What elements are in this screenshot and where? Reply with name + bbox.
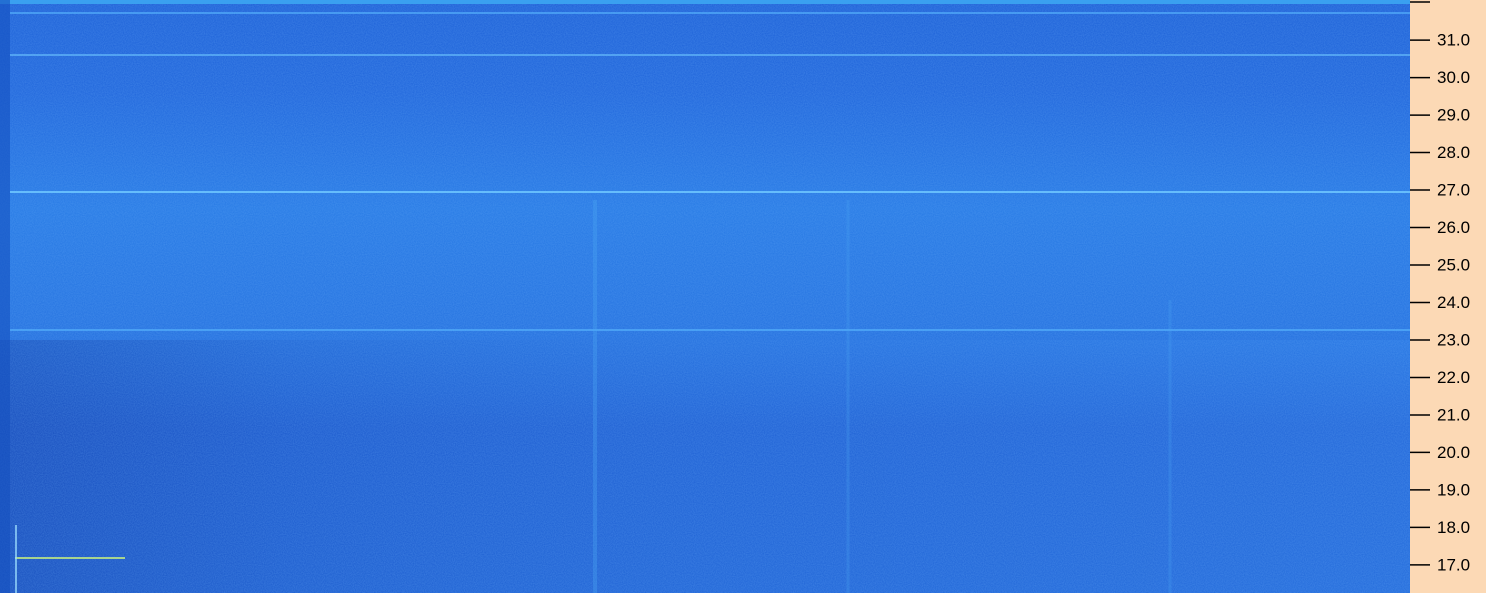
- scale-label: 18.0: [1437, 518, 1470, 537]
- scale-label: 22.0: [1437, 368, 1470, 387]
- spectrogram-image: [0, 0, 1410, 593]
- scale-label: 24.0: [1437, 293, 1470, 312]
- scale-panel: [1410, 0, 1486, 593]
- scale-label: 17.0: [1437, 555, 1470, 574]
- scale-label: 30.0: [1437, 68, 1470, 87]
- scale-label: 21.0: [1437, 405, 1470, 424]
- scale-label: 31.0: [1437, 31, 1470, 50]
- scale-label: 19.0: [1437, 480, 1470, 499]
- scale-label: 25.0: [1437, 255, 1470, 274]
- scale-label: 28.0: [1437, 143, 1470, 162]
- scale-label: 23.0: [1437, 330, 1470, 349]
- scale-label: 26.0: [1437, 218, 1470, 237]
- scale-label: 29.0: [1437, 106, 1470, 125]
- scale-label: 27.0: [1437, 181, 1470, 200]
- scale-label: 20.0: [1437, 443, 1470, 462]
